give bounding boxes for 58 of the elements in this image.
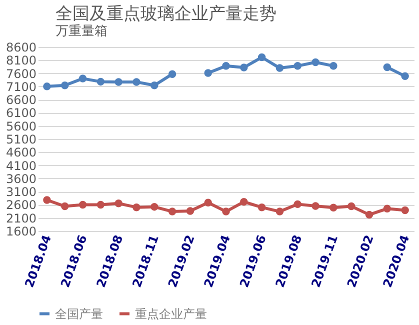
point: [330, 62, 338, 70]
point: [240, 64, 248, 72]
y-tick-label: 7600: [6, 66, 36, 81]
point: [276, 208, 284, 216]
point: [312, 202, 320, 210]
point: [240, 198, 248, 206]
point: [294, 200, 302, 208]
point: [43, 196, 51, 204]
point: [258, 203, 266, 212]
point: [312, 58, 320, 66]
y-tick-label: 5100: [6, 132, 36, 146]
point: [132, 203, 140, 212]
point: [383, 204, 392, 213]
point: [96, 78, 105, 86]
point: [401, 206, 409, 214]
point: [43, 82, 51, 90]
point: [78, 74, 87, 82]
point: [347, 202, 356, 210]
y-tick-label: 6100: [6, 106, 36, 120]
y-tick-label: 6600: [6, 93, 36, 108]
point: [365, 210, 374, 219]
y-tick-label: 8100: [6, 54, 36, 68]
point: [60, 82, 69, 90]
point: [168, 208, 176, 216]
y-tick-label: 3600: [6, 172, 36, 186]
y-tick-label: 2100: [6, 211, 36, 226]
point: [60, 202, 69, 210]
point: [401, 72, 409, 80]
point: [222, 62, 230, 70]
y-tick-label: 5600: [6, 119, 36, 134]
point: [96, 200, 105, 209]
point: [330, 204, 338, 212]
point: [150, 202, 158, 211]
point: [204, 198, 212, 206]
y-tick-label: 1600: [6, 224, 36, 238]
point: [204, 69, 212, 77]
point: [150, 82, 158, 90]
point: [222, 208, 230, 216]
point: [186, 207, 194, 215]
point: [276, 64, 284, 72]
point: [168, 70, 176, 78]
point: [114, 78, 122, 86]
point: [294, 62, 302, 70]
y-tick-label: 4600: [6, 146, 36, 160]
y-axis-title: 万重量箱: [55, 24, 108, 39]
y-tick-label: 2600: [6, 198, 36, 212]
point: [78, 200, 87, 209]
y-tick-label: 4100: [6, 158, 36, 173]
point: [132, 78, 140, 86]
y-tick-label: 8600: [6, 40, 36, 54]
chart-title: 全国及重点玻璃企业产量走势: [55, 4, 276, 24]
y-tick-label: 3100: [6, 185, 36, 200]
point: [114, 200, 122, 208]
legend-label: 全国产量: [55, 306, 103, 321]
point: [258, 53, 266, 62]
legend-label: 重点企业产量: [135, 306, 207, 321]
point: [383, 63, 392, 72]
y-tick-label: 7100: [6, 80, 36, 94]
